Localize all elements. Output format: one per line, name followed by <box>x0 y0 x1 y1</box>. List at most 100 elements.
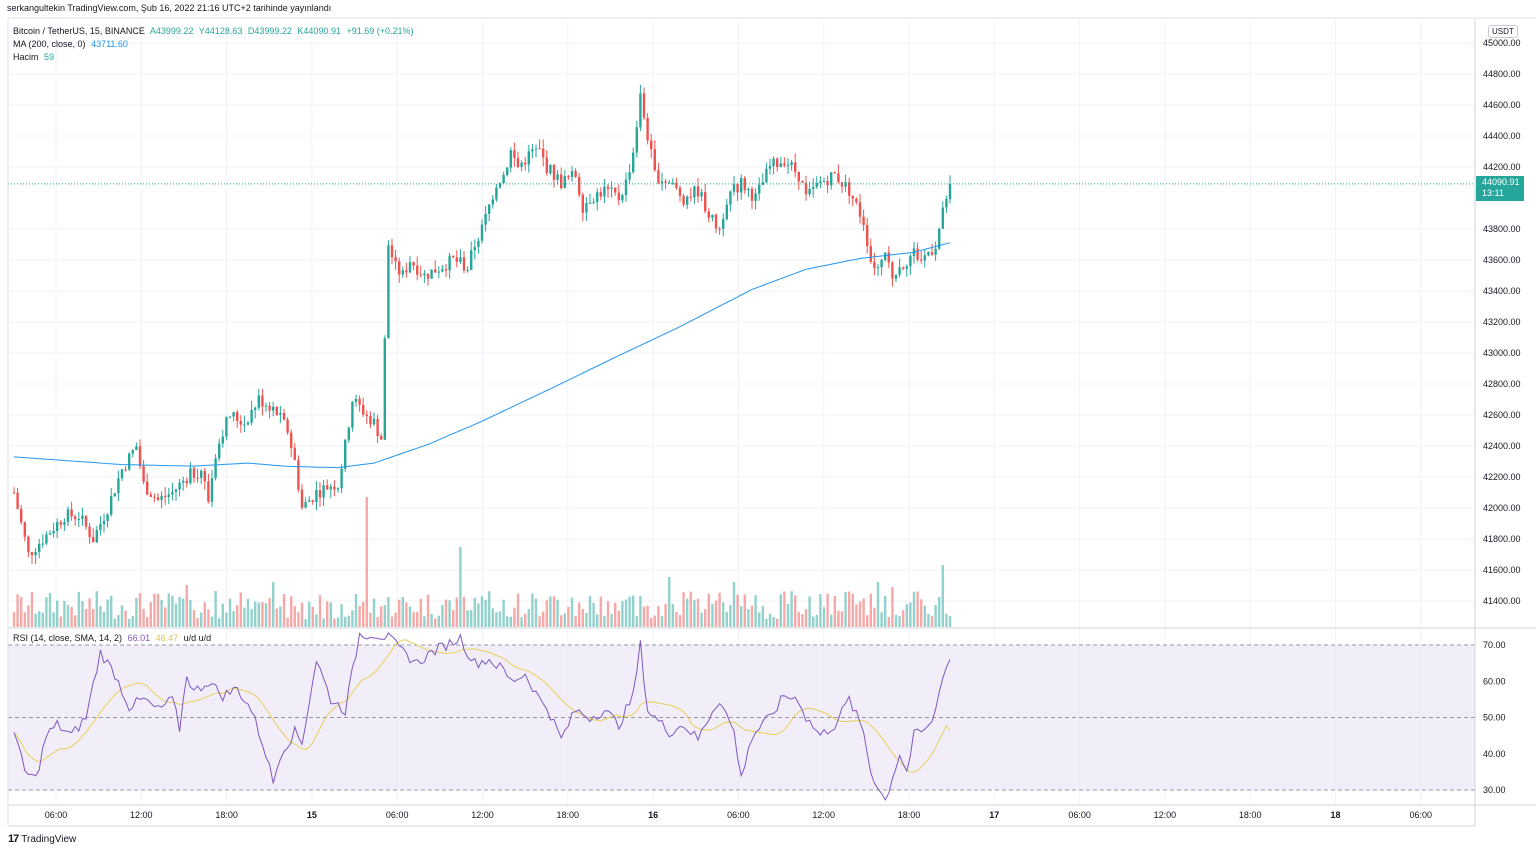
rsi-band-fill <box>8 645 1475 790</box>
candle-body <box>135 446 138 451</box>
volume-bar <box>750 605 754 627</box>
volume-bar <box>59 616 62 627</box>
candle-body <box>592 202 595 204</box>
volume-bar <box>52 612 55 627</box>
price-tick-label: 41800.00 <box>1483 534 1521 544</box>
volume-bar <box>678 615 682 627</box>
candle-body <box>639 93 642 128</box>
candle-body <box>372 418 376 425</box>
volume-bar <box>221 603 224 627</box>
volume-bar <box>430 613 433 627</box>
candle-body <box>506 167 509 175</box>
volume-bar <box>542 611 545 627</box>
volume-label[interactable]: Hacim <box>13 52 39 62</box>
volume-bar <box>732 582 736 627</box>
candle-body <box>128 453 131 470</box>
rsi-label[interactable]: RSI (14, close, SMA, 14, 2) <box>13 633 123 643</box>
volume-bar <box>135 597 138 627</box>
candle-body <box>711 214 714 218</box>
tradingview-brand[interactable]: 17 TradingView <box>8 833 76 845</box>
candle-body <box>380 436 383 440</box>
volume-bar <box>66 605 70 627</box>
volume-bar <box>239 592 242 627</box>
price-tick-label: 43400.00 <box>1483 286 1521 296</box>
candle-body <box>646 117 649 141</box>
volume-bar <box>848 591 851 627</box>
candle-body <box>437 271 440 273</box>
currency-badge[interactable]: USDT <box>1488 25 1518 38</box>
candle-body <box>308 500 311 502</box>
volume-bar <box>783 591 786 627</box>
volume-bar <box>444 599 448 627</box>
volume-bar <box>628 596 631 627</box>
candle-body <box>549 165 552 174</box>
candle-body <box>610 187 613 189</box>
candle-body <box>408 262 412 273</box>
volume-bar <box>722 602 725 627</box>
candle-body <box>822 181 826 183</box>
volume-bar <box>869 593 872 627</box>
volume-bar <box>552 596 556 627</box>
volume-bar <box>318 595 322 627</box>
volume-bar <box>498 611 502 627</box>
candle-body <box>423 273 426 276</box>
volume-bar <box>696 598 700 627</box>
candle-body <box>527 151 530 165</box>
candle-body <box>383 338 386 440</box>
volume-bar <box>920 599 923 627</box>
symbol-label[interactable]: Bitcoin / TetherUS, 15, BINANCE <box>13 26 145 36</box>
candle-body <box>336 488 340 490</box>
volume-bar <box>876 582 880 627</box>
candle-body <box>909 255 912 267</box>
volume-bar <box>592 602 595 627</box>
candle-body <box>520 162 523 167</box>
candle-body <box>178 482 181 490</box>
volume-bar <box>570 597 574 627</box>
candle-body <box>354 398 358 402</box>
candle-body <box>92 537 95 543</box>
candle-body <box>689 196 692 198</box>
volume-bar <box>462 596 466 627</box>
candle-body <box>189 468 192 484</box>
volume-bar <box>74 615 77 627</box>
volume-bars <box>12 497 952 627</box>
price-tick-label: 44800.00 <box>1483 69 1521 79</box>
volume-bar <box>124 610 127 627</box>
volume-bar <box>225 612 228 627</box>
candle-body <box>660 181 664 184</box>
candle-body <box>887 252 890 263</box>
price-axis[interactable]: 45000.00 44800.00 44600.00 44400.00 44200.00… <box>1483 38 1521 606</box>
volume-bar <box>156 593 160 627</box>
price-tick-label: 43200.00 <box>1483 317 1521 327</box>
ma-label[interactable]: MA (200, close, 0) <box>13 39 86 49</box>
candle-body <box>772 158 775 166</box>
candle-body <box>668 182 671 184</box>
last-price-value: 44090.91 <box>1482 177 1520 187</box>
volume-bar <box>768 613 772 627</box>
volume-bar <box>894 614 898 627</box>
rsi-axis[interactable]: 70.00 60.00 50.00 40.00 30.00 <box>1483 640 1506 795</box>
volume-bar <box>747 609 750 627</box>
candle-body <box>27 536 30 553</box>
volume-bar <box>437 615 440 627</box>
candle-body <box>279 412 282 415</box>
candle-body <box>149 494 152 497</box>
candle-body <box>290 432 293 449</box>
candle-body <box>833 172 836 174</box>
volume-bar <box>30 591 34 627</box>
candle-body <box>473 247 476 251</box>
candle-body <box>758 184 761 194</box>
candle-body <box>545 157 548 174</box>
volume-bar <box>268 598 271 627</box>
time-axis[interactable]: 06:00 12:00 18:00 15 06:00 12:00 18:00 16 06:00 1… <box>45 810 1432 820</box>
volume-bar <box>110 595 113 627</box>
volume-bar <box>797 612 800 627</box>
volume-bar <box>41 612 44 627</box>
volume-bar <box>254 601 257 627</box>
volume-bar <box>23 612 26 627</box>
candle-body <box>203 470 206 482</box>
candle-body <box>538 148 541 150</box>
volume-bar <box>718 592 721 627</box>
candle-body <box>398 261 401 275</box>
